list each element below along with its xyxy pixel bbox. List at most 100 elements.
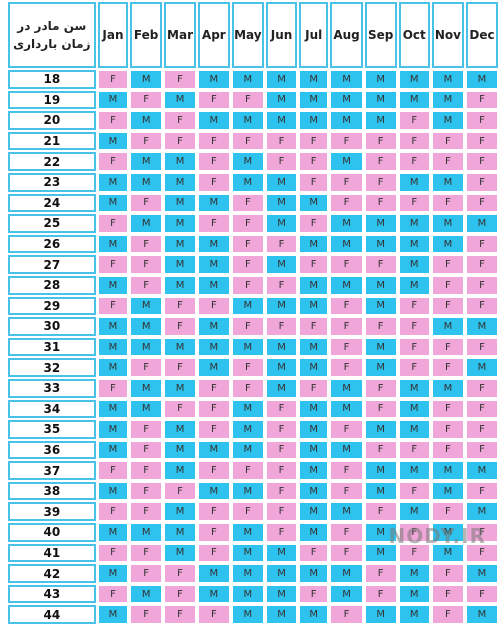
- gender-cell: M: [364, 461, 397, 480]
- gender-cell: M: [398, 420, 430, 439]
- gender-cell: F: [163, 564, 197, 583]
- gender-cell: M: [431, 70, 464, 89]
- gender-cell: M: [198, 564, 230, 583]
- gender-cell: M: [231, 152, 265, 171]
- age-row: 33 F M M F F M F M F M M F: [8, 378, 498, 398]
- gender-cell: F: [266, 399, 297, 419]
- gender-cell: F: [130, 461, 162, 480]
- gender-cell: F: [130, 234, 162, 254]
- gender-cell: F: [231, 90, 265, 110]
- gender-cell: M: [298, 275, 329, 295]
- age-cell: 35: [8, 420, 96, 439]
- age-cell: 44: [8, 605, 96, 625]
- gender-cell: F: [97, 255, 129, 274]
- gender-cell: F: [266, 420, 297, 439]
- gender-cell: M: [431, 214, 464, 233]
- gender-cell: F: [231, 317, 265, 336]
- gender-cell: F: [266, 131, 297, 151]
- gender-cell: F: [130, 275, 162, 295]
- gender-cell: F: [198, 399, 230, 419]
- gender-cell: M: [97, 564, 129, 583]
- gender-cell: F: [198, 543, 230, 563]
- gender-cell: M: [163, 440, 197, 460]
- gender-cell: M: [364, 337, 397, 357]
- gender-cell: M: [266, 584, 297, 604]
- age-row: 18 F M F M M M M M M M M M: [8, 70, 498, 89]
- gender-cell: M: [298, 111, 329, 130]
- gender-cell: M: [130, 337, 162, 357]
- gender-cell: F: [431, 152, 464, 171]
- age-row: 26 M F M M F F M M M M M F: [8, 234, 498, 254]
- gender-cell: F: [330, 337, 363, 357]
- gender-cell: F: [364, 193, 397, 213]
- gender-cell: F: [298, 317, 329, 336]
- gender-cell: M: [130, 172, 162, 192]
- gender-cell: M: [298, 523, 329, 542]
- gender-cell: M: [198, 317, 230, 336]
- gender-cell: M: [431, 317, 464, 336]
- month-header: Jul: [298, 2, 329, 68]
- age-cell: 36: [8, 440, 96, 460]
- gender-cell: F: [266, 234, 297, 254]
- gender-cell: F: [364, 317, 397, 336]
- gender-cell: F: [466, 234, 498, 254]
- gender-cell: F: [266, 152, 297, 171]
- gender-cell: F: [398, 358, 430, 377]
- gender-cell: M: [266, 296, 297, 316]
- gender-cell: M: [97, 420, 129, 439]
- gender-cell: F: [364, 255, 397, 274]
- gender-cell: F: [431, 337, 464, 357]
- gender-cell: M: [163, 193, 197, 213]
- age-row: 44 M F F F M M M F M M F M: [8, 605, 498, 625]
- month-header: May: [231, 2, 265, 68]
- gender-cell: M: [398, 214, 430, 233]
- age-row: 37 F F M F F F M F M M M M: [8, 461, 498, 480]
- gender-cell: M: [231, 543, 265, 563]
- gender-cell: F: [431, 420, 464, 439]
- gender-cell: F: [231, 275, 265, 295]
- gender-cell: M: [130, 111, 162, 130]
- age-row: 19 M F M F F M M M M M M F: [8, 90, 498, 110]
- gender-cell: F: [130, 564, 162, 583]
- age-cell: 25: [8, 214, 96, 233]
- gender-cell: M: [364, 234, 397, 254]
- gender-cell: M: [466, 605, 498, 625]
- gender-cell: M: [266, 172, 297, 192]
- gender-cell: M: [163, 152, 197, 171]
- gender-cell: F: [130, 481, 162, 501]
- gender-cell: M: [130, 296, 162, 316]
- gender-cell: M: [330, 378, 363, 398]
- gender-cell: F: [266, 481, 297, 501]
- gender-cell: F: [466, 193, 498, 213]
- gender-cell: M: [266, 358, 297, 377]
- gender-cell: M: [163, 461, 197, 480]
- gender-cell: F: [466, 337, 498, 357]
- age-row: 31 M M M M M M M F M F F F: [8, 337, 498, 357]
- gender-cell: M: [330, 275, 363, 295]
- gender-cell: M: [466, 564, 498, 583]
- gender-cell: M: [398, 172, 430, 192]
- gender-cell: F: [130, 358, 162, 377]
- gender-cell: F: [330, 131, 363, 151]
- month-header: Jan: [97, 2, 129, 68]
- gender-cell: M: [266, 378, 297, 398]
- gender-cell: M: [231, 337, 265, 357]
- gender-cell: M: [231, 440, 265, 460]
- gender-cell: F: [364, 440, 397, 460]
- gender-cell: F: [330, 461, 363, 480]
- gender-cell: M: [163, 275, 197, 295]
- gender-cell: M: [398, 90, 430, 110]
- gender-cell: M: [298, 358, 329, 377]
- gender-cell: M: [97, 358, 129, 377]
- gender-cell: F: [163, 317, 197, 336]
- gender-cell: M: [266, 90, 297, 110]
- gender-cell: M: [231, 172, 265, 192]
- gender-cell: M: [266, 70, 297, 89]
- gender-cell: M: [466, 317, 498, 336]
- gender-cell: M: [330, 214, 363, 233]
- gender-cell: M: [97, 90, 129, 110]
- month-header: Nov: [431, 2, 464, 68]
- gender-cell: F: [97, 543, 129, 563]
- gender-cell: F: [97, 502, 129, 522]
- gender-cell: M: [97, 172, 129, 192]
